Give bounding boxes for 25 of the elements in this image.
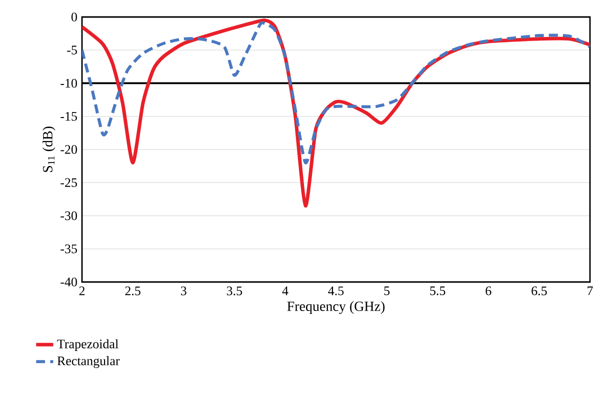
x-tick-label: 5.5	[430, 286, 446, 296]
y-tick-label: -10	[60, 78, 77, 88]
y-tick-label: -5	[67, 46, 77, 54]
legend-label: Rectangular	[57, 356, 120, 368]
x-tick-label: 4	[282, 286, 288, 296]
x-tick-label: 2	[79, 286, 85, 296]
y-tick-label: -30	[60, 211, 77, 220]
y-axis-title: S$_{11}$ (dB)	[42, 126, 56, 172]
x-tick-label: 6	[486, 286, 492, 296]
legend-label: Trapezoidal	[57, 339, 118, 351]
y-tick-label: 0	[71, 12, 77, 22]
y-tick-label: -20	[60, 145, 77, 154]
x-tick-label: 2.5	[125, 286, 140, 296]
x-axis-title: Frequency (GHz)	[287, 301, 385, 314]
x-tick-label: 6.5	[532, 286, 547, 296]
y-tick-label: -25	[60, 178, 77, 187]
y-tick-label: -40	[60, 278, 77, 286]
x-tick-label: 4.5	[328, 286, 344, 296]
y-tick-label: -15	[60, 112, 77, 121]
y-tick-label: -35	[60, 244, 77, 254]
x-tick-label: 7	[588, 286, 593, 296]
line-series	[82, 22, 590, 164]
x-tick-label: 3.5	[226, 286, 242, 296]
x-tick-label: 3	[180, 286, 186, 296]
x-tick-label: 5	[384, 286, 390, 296]
